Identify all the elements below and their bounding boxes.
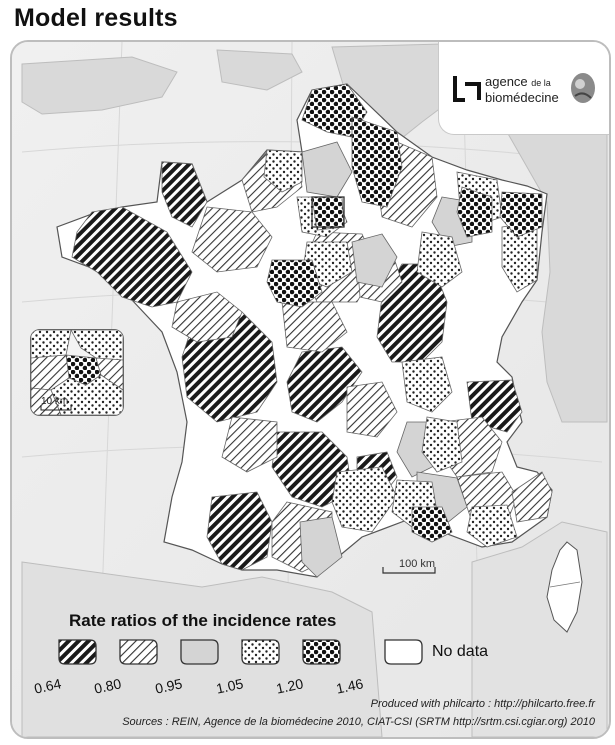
credit-philcarto: Produced with philcarto : http://philcar…	[370, 698, 595, 710]
paris-zoom-frame	[311, 196, 345, 228]
legend-swatch-no-data	[384, 639, 423, 665]
paris-inset: 10 km	[30, 329, 124, 416]
legend-swatch-light-dots	[241, 639, 280, 665]
agence-mark-icon	[453, 76, 481, 102]
paris-inset-map	[31, 330, 123, 415]
agence-biomedecine-logo: agence de la biomédecine	[438, 42, 609, 135]
logo-text-biomedecine: biomédecine	[485, 90, 559, 105]
legend-title: Rate ratios of the incidence rates	[69, 611, 337, 630]
legend-swatches	[58, 639, 423, 665]
inset-scale-label: 10 km	[41, 396, 69, 407]
logo-agence-word: agence	[485, 74, 528, 89]
scale-bar	[382, 567, 436, 574]
legend-swatch-plain-grey	[180, 639, 219, 665]
france-map	[12, 42, 609, 737]
credit-sources: Sources : REIN, Agence de la biomédecine…	[122, 716, 595, 728]
map-frame: agence de la biomédecine 10 km 100 km Ra…	[10, 40, 611, 739]
agence-emblem-icon	[571, 73, 595, 103]
corsica	[546, 541, 583, 633]
scale-bar-label: 100 km	[399, 558, 436, 570]
regions-dense-dots	[266, 83, 543, 543]
regions-light-stripes	[171, 141, 553, 573]
logo-de-la-word: de la	[531, 78, 551, 88]
legend-swatch-light-stripes	[119, 639, 158, 665]
legend-swatch-dense-dots	[302, 639, 341, 665]
legend-no-data-label: No data	[432, 643, 489, 660]
legend-swatch-dense-stripes	[58, 639, 97, 665]
logo-text-agence: agence de la	[485, 74, 551, 89]
corsica-north-split	[549, 581, 581, 588]
page-title: Model results	[14, 4, 178, 32]
